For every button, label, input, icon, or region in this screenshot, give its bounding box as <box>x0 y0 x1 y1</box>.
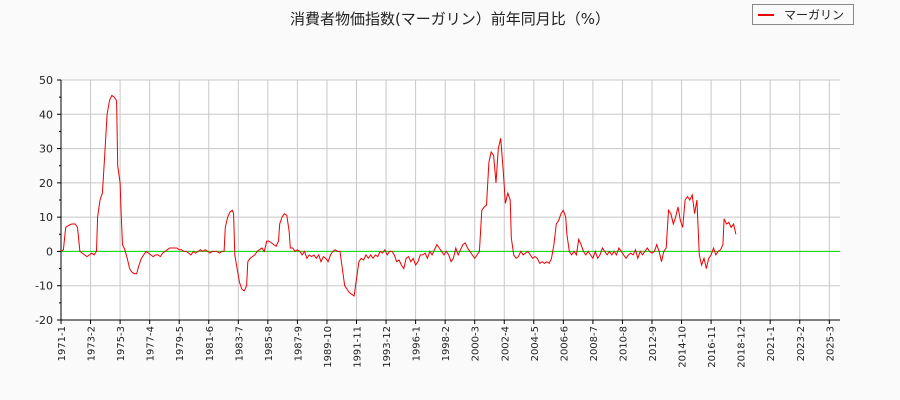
y-tick-label: -10 <box>35 280 53 293</box>
x-tick-label: 2006-6 <box>559 326 570 361</box>
legend-swatch-margarine <box>758 13 774 16</box>
x-tick-label: 1975-3 <box>116 326 127 361</box>
y-tick-label: 20 <box>39 177 53 190</box>
x-tick-label: 1987-9 <box>293 326 304 361</box>
grid-lines <box>61 79 840 321</box>
x-tick-label: 1985-8 <box>264 326 275 361</box>
x-tick-label: 1979-5 <box>175 326 186 361</box>
x-tick-label: 2014-10 <box>678 326 689 368</box>
chart-title: 消費者物価指数(マーガリン）前年同月比（%） <box>289 10 611 28</box>
x-axis-ticks: 1971-1 1973-2 1975-3 1977-4 1979-5 1981-6 1983… <box>57 320 836 368</box>
x-tick-label: 1996-1 <box>412 326 423 361</box>
x-tick-label: 2016-11 <box>707 326 718 368</box>
y-tick-label: 0 <box>46 245 53 258</box>
x-tick-label: 2008-7 <box>589 326 600 361</box>
x-tick-label: 1977-4 <box>146 326 157 361</box>
x-tick-label: 2004-5 <box>530 326 541 361</box>
legend: マーガリン <box>752 4 854 25</box>
legend-label-margarine: マーガリン <box>784 8 845 22</box>
y-axis-ticks: 50 40 30 20 10 0 -10 -20 <box>35 74 61 327</box>
x-tick-label: 1973-2 <box>87 326 98 361</box>
x-tick-label: 2021-1 <box>766 326 777 361</box>
x-tick-label: 2025-3 <box>825 326 836 361</box>
x-tick-label: 2000-3 <box>471 326 482 361</box>
x-tick-label: 1989-10 <box>323 326 334 368</box>
y-tick-label: 50 <box>39 74 53 87</box>
series-line-margarine <box>60 94 737 297</box>
x-tick-label: 1998-2 <box>441 326 452 361</box>
x-tick-label: 1971-1 <box>57 326 68 361</box>
y-tick-label: 40 <box>39 108 53 121</box>
x-tick-label: 2002-4 <box>500 326 511 361</box>
y-tick-label: 30 <box>39 143 53 156</box>
x-tick-label: 2023-2 <box>796 326 807 361</box>
x-tick-label: 1991-11 <box>353 326 364 368</box>
x-tick-label: 2010-8 <box>618 326 629 361</box>
x-tick-label: 2012-9 <box>648 326 659 361</box>
y-tick-label: 10 <box>39 211 53 224</box>
y-tick-label: -20 <box>35 314 53 327</box>
x-tick-label: 1993-12 <box>382 326 393 368</box>
x-tick-label: 1983-7 <box>234 326 245 361</box>
x-tick-label: 2018-12 <box>737 326 748 368</box>
x-tick-label: 1981-6 <box>205 326 216 361</box>
